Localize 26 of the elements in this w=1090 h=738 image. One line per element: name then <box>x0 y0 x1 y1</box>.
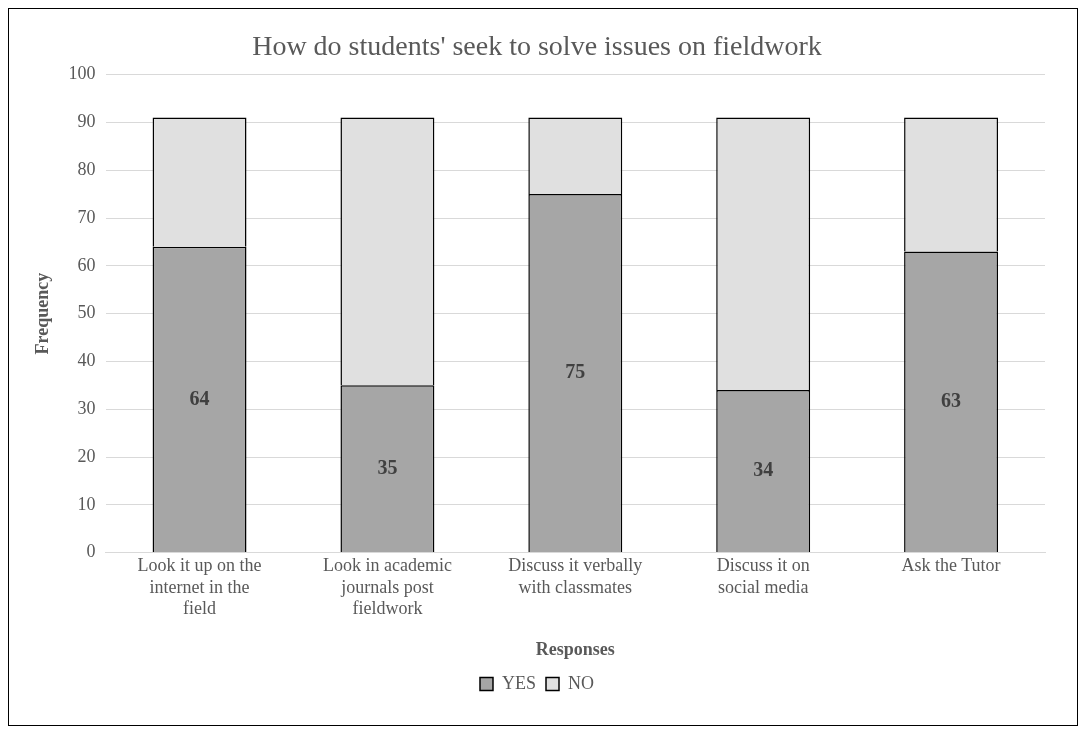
y-tick-label: 0 <box>86 541 96 562</box>
data-label: 64 <box>189 386 210 409</box>
y-tick-label: 50 <box>77 302 96 323</box>
chart-title: How do students' seek to solve issues on fieldwork <box>252 30 822 62</box>
x-tick-label: Look in academic journals post fieldwork <box>322 555 452 619</box>
x-tick-label: Look it up on the internet in the field <box>137 555 262 619</box>
y-tick-label: 90 <box>77 111 96 132</box>
data-label: 63 <box>941 388 962 411</box>
y-tick-label: 100 <box>68 63 96 84</box>
x-axis-title: Responses <box>535 638 615 659</box>
data-label: 75 <box>565 360 586 383</box>
data-label: 34 <box>753 458 774 481</box>
y-tick-label: 70 <box>77 206 96 227</box>
x-tick-label: Discuss it verbally with classmates <box>508 555 643 597</box>
y-tick-label: 80 <box>77 158 96 179</box>
y-tick-label: 30 <box>77 397 96 418</box>
x-tick-label: Ask the Tutor <box>901 555 1001 576</box>
x-tick-label: Discuss it on social media <box>716 555 810 597</box>
y-tick-label: 60 <box>77 254 96 275</box>
y-tick-label: 20 <box>77 445 96 466</box>
y-tick-label: 10 <box>77 493 96 514</box>
y-axis-title: Frequency <box>32 272 53 355</box>
legend-label: NO <box>568 672 594 693</box>
data-label: 35 <box>377 455 398 478</box>
y-tick-label: 40 <box>77 350 96 371</box>
legend-label: YES <box>502 672 537 693</box>
